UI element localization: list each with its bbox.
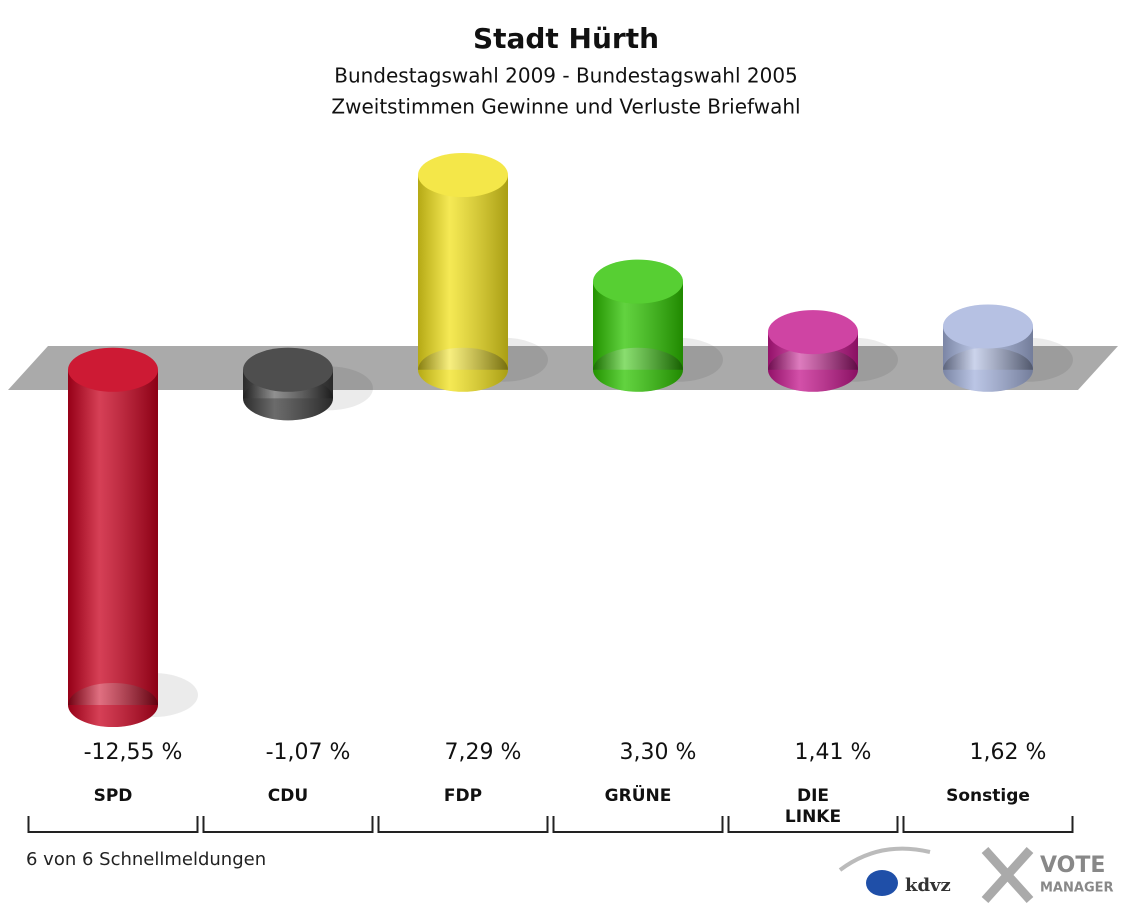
bar-top-shine — [768, 310, 858, 355]
logo-kdvz: kdvz — [905, 875, 951, 896]
bracket — [202, 816, 374, 833]
bar — [418, 153, 548, 392]
value-label: 1,62 % — [969, 740, 1047, 765]
bar-bottom-shade — [943, 347, 1033, 392]
value-label: 7,29 % — [444, 740, 522, 765]
logo-swoosh — [838, 846, 931, 872]
x-tick-label: DIE LINKE — [784, 786, 842, 827]
footer-note: 6 von 6 Schnellmeldungen — [26, 849, 266, 870]
bar-top — [593, 259, 683, 304]
value-label: 3,30 % — [619, 740, 697, 765]
bracket — [377, 816, 549, 833]
x-tick-label: GRÜNE — [604, 786, 672, 806]
logo-dot — [866, 870, 898, 896]
chart-title: Stadt Hürth — [473, 22, 659, 55]
logo-x — [981, 846, 1034, 904]
bar-top — [943, 304, 1033, 349]
brackets — [27, 816, 1074, 833]
bar-top-shine — [593, 259, 683, 304]
logo-vote: VOTE — [1040, 853, 1105, 878]
bracket — [552, 816, 724, 833]
bar — [243, 347, 373, 421]
value-label: 1,41 % — [794, 740, 872, 765]
bar-top — [243, 347, 333, 392]
bar-top-shine — [943, 304, 1033, 349]
bar — [593, 259, 723, 392]
bracket — [727, 816, 899, 833]
value-label: -12,55 % — [83, 740, 183, 765]
bars — [68, 153, 1073, 727]
x-tick-label: FDP — [443, 786, 483, 806]
value-label: -1,07 % — [265, 740, 351, 765]
x-tick-label: SPD — [93, 786, 133, 806]
bar-bottom-shade — [768, 347, 858, 392]
bar-top-shine — [68, 347, 158, 392]
bar-top-shine — [243, 347, 333, 392]
bracket — [902, 816, 1074, 833]
x-tick-label: Sonstige — [946, 786, 1030, 806]
x-tick-label: CDU — [267, 786, 309, 806]
bar — [768, 310, 898, 392]
bar-top — [768, 310, 858, 355]
chart-subtitle: Zweitstimmen Gewinne und Verluste Briefw… — [331, 95, 800, 119]
bar — [68, 347, 198, 727]
bar-shade — [418, 175, 508, 370]
bar-shade — [68, 369, 158, 705]
bar-top — [418, 153, 508, 197]
logo-manager: MANAGER — [1040, 881, 1114, 896]
bar — [943, 304, 1073, 392]
bar-bottom-shade — [418, 347, 508, 392]
bar-top-shine — [418, 153, 508, 197]
bar-bottom-shade — [68, 683, 158, 727]
bar-bottom-shade — [593, 347, 683, 392]
bar-top — [68, 347, 158, 392]
chart-subtitle: Bundestagswahl 2009 - Bundestagswahl 200… — [334, 64, 798, 88]
bracket — [27, 816, 199, 833]
